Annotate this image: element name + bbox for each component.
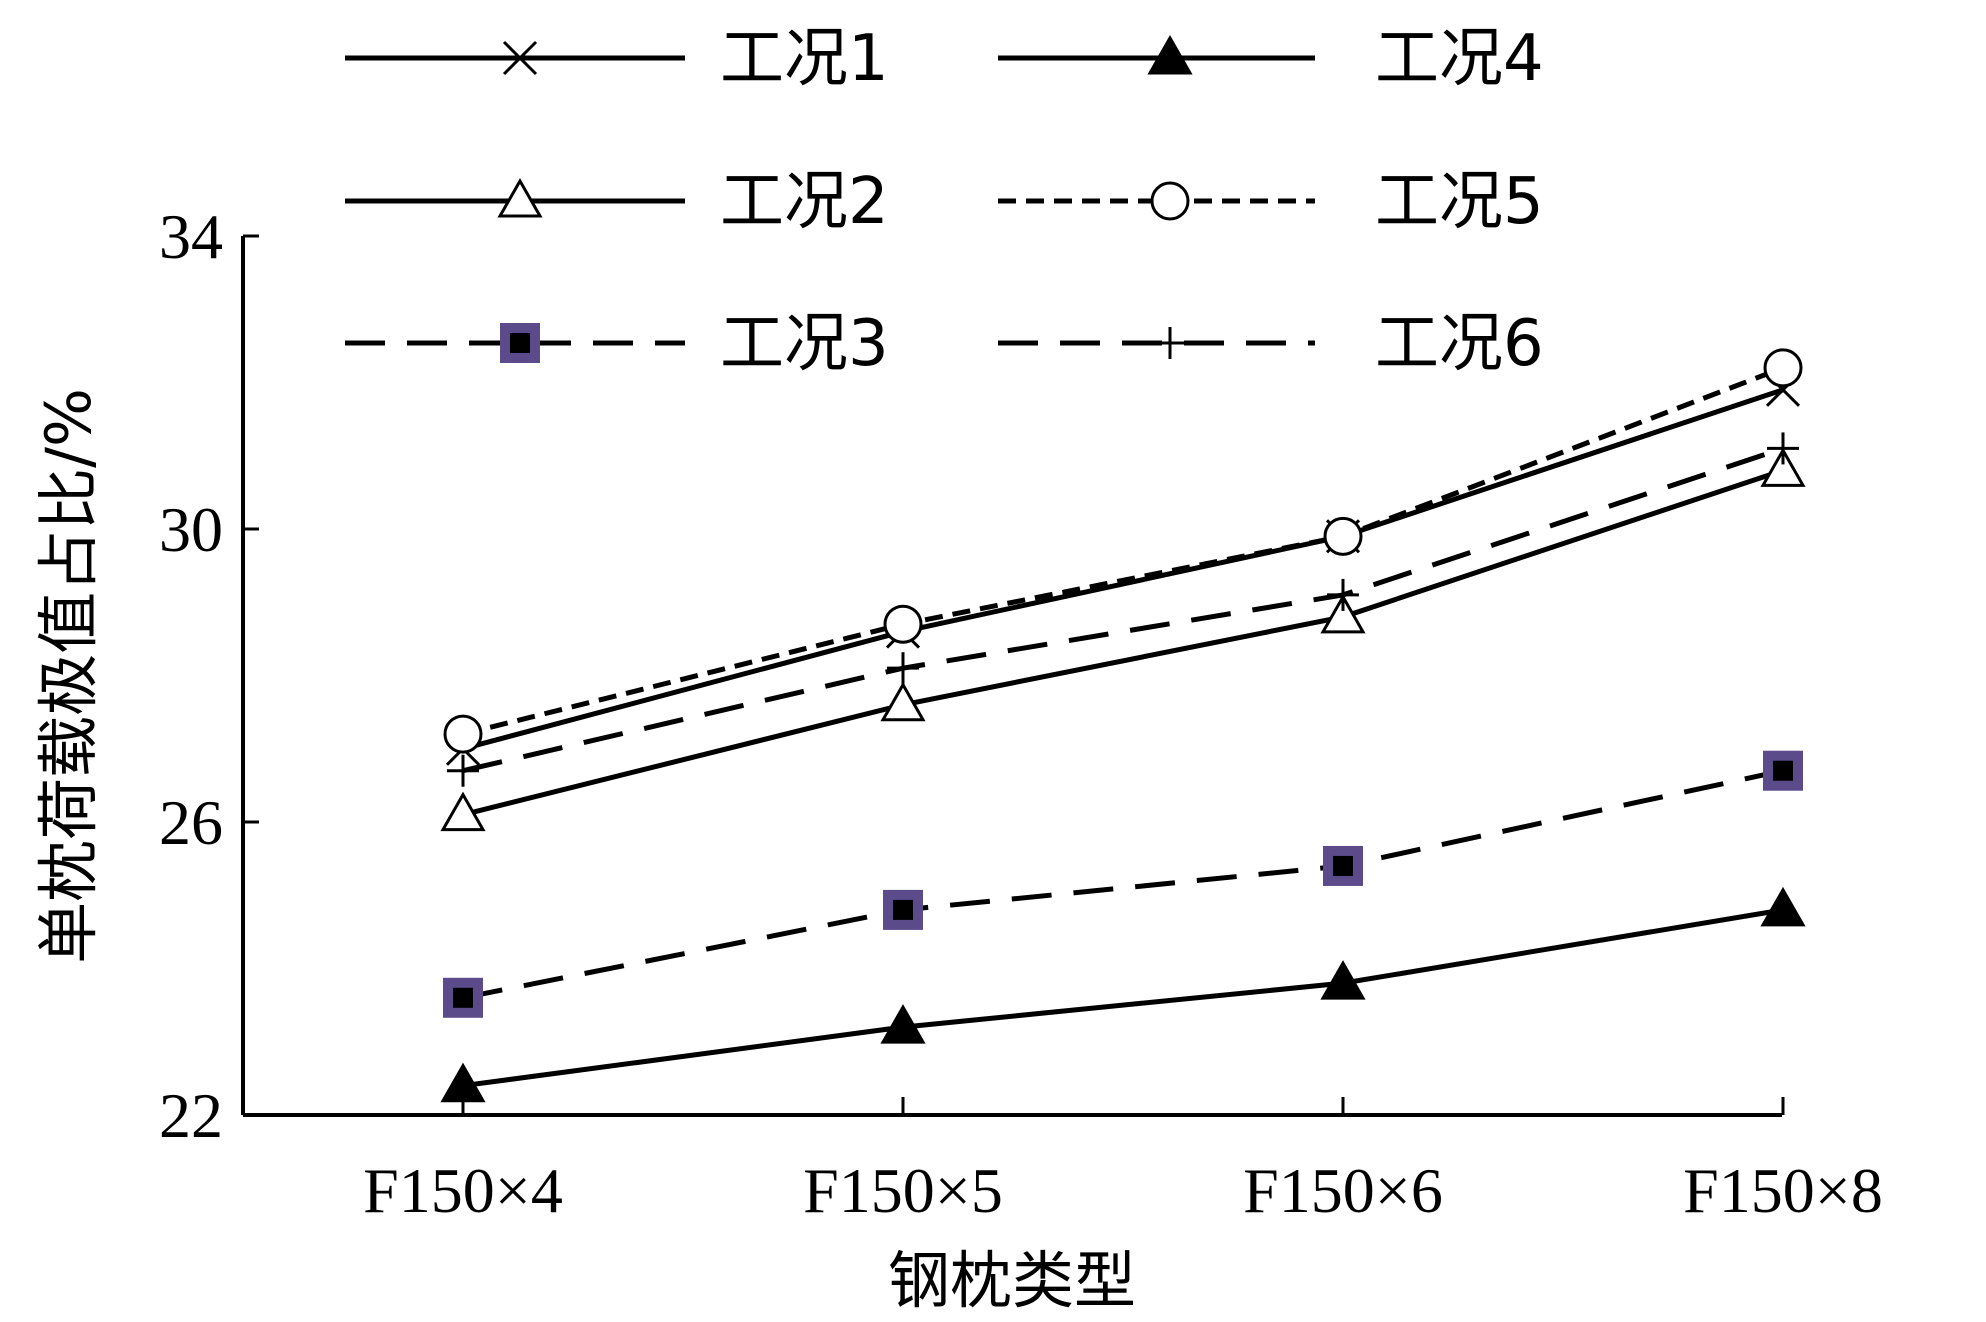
series-line-6 xyxy=(462,446,1784,774)
data-point xyxy=(440,791,486,832)
y-tick-label: 22 xyxy=(159,1080,223,1151)
legend-item-1: 工况1 xyxy=(345,22,889,96)
x-tick-label: F150×5 xyxy=(803,1155,1003,1226)
legend-label: 工况1 xyxy=(720,22,889,96)
series-line-3 xyxy=(462,768,1784,1001)
legend-label: 工况2 xyxy=(720,165,889,239)
legend-label: 工况5 xyxy=(1375,165,1544,239)
series-line-2 xyxy=(462,468,1784,818)
x-ticks: F150×4 F150×5 F150×6 F150×8 xyxy=(363,1097,1883,1226)
y-ticks: 22 26 30 34 xyxy=(159,201,259,1151)
data-point xyxy=(440,1062,486,1103)
y-axis-title: 单枕荷载极值占比/% xyxy=(32,388,105,964)
series-line-5 xyxy=(462,365,1784,737)
legend-item-3: 工况3 xyxy=(345,307,889,381)
data-point xyxy=(1323,516,1363,556)
legend-marker xyxy=(502,40,538,76)
x-tick-label: F150×4 xyxy=(363,1155,563,1226)
data-point xyxy=(447,754,479,787)
data-point xyxy=(1327,578,1359,611)
legend-label: 工况4 xyxy=(1375,22,1544,96)
data-point xyxy=(1763,750,1803,791)
series-line-1 xyxy=(462,387,1784,752)
legend-marker xyxy=(1150,181,1190,221)
data-point xyxy=(1760,886,1806,927)
legend-item-4: 工况4 xyxy=(998,22,1544,96)
series-markers xyxy=(440,348,1806,1103)
data-point xyxy=(1320,960,1366,1000)
legend-item-2: 工况2 xyxy=(345,165,889,239)
data-point xyxy=(1323,845,1363,886)
data-point xyxy=(1763,348,1803,388)
data-point xyxy=(880,1004,926,1044)
x-tick-label: F150×8 xyxy=(1683,1155,1883,1226)
data-point xyxy=(883,604,923,644)
axes xyxy=(241,236,1782,1117)
legend-item-5: 工况5 xyxy=(998,165,1544,239)
legend-label: 工况6 xyxy=(1375,307,1544,381)
data-point xyxy=(443,714,483,754)
x-tick-label: F150×6 xyxy=(1243,1155,1443,1226)
y-tick-label: 30 xyxy=(159,494,223,565)
series-lines xyxy=(462,365,1784,1089)
data-point xyxy=(880,681,926,722)
legend-label: 工况3 xyxy=(720,307,889,381)
data-point xyxy=(1760,447,1806,487)
data-point xyxy=(443,977,483,1018)
data-point xyxy=(883,889,923,930)
legend-marker xyxy=(500,323,540,363)
y-tick-label: 26 xyxy=(159,787,223,858)
legend-marker xyxy=(497,177,543,218)
data-point xyxy=(1767,432,1799,465)
legend-marker xyxy=(1147,34,1193,75)
x-axis-title: 钢枕类型 xyxy=(888,1244,1136,1317)
legend-item-6: 工况6 xyxy=(998,307,1544,381)
data-point xyxy=(1320,593,1366,634)
data-point xyxy=(887,652,919,685)
y-tick-label: 34 xyxy=(159,201,223,272)
legend-marker xyxy=(1154,327,1186,359)
series-line-4 xyxy=(462,907,1784,1089)
legend: 工况1 工况2 工况3 工况4 工况5 工况6 xyxy=(345,22,1544,381)
